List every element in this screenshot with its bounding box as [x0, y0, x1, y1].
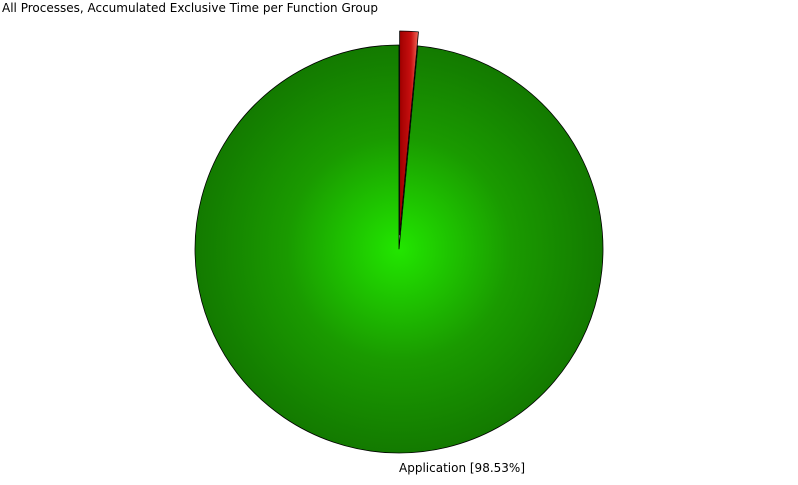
- pie-labels: Application [98.53%]: [399, 461, 525, 475]
- slice-label-application: Application [98.53%]: [399, 461, 525, 475]
- pie-slices: [194, 30, 604, 454]
- pie-slice-application: [194, 44, 604, 454]
- chart-title: All Processes, Accumulated Exclusive Tim…: [2, 1, 378, 15]
- pie-slice-other: [399, 30, 419, 236]
